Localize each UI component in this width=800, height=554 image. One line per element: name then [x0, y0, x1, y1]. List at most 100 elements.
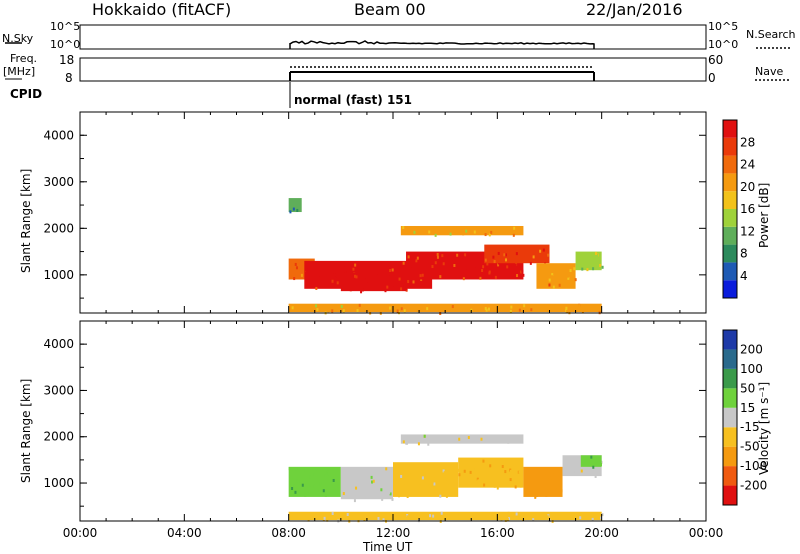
heatmap-speckle [494, 275, 497, 279]
heatmap-speckle [530, 308, 533, 312]
heatmap-speckle [391, 268, 394, 272]
heatmap-speckle [445, 494, 448, 498]
heatmap-speckle [431, 265, 434, 269]
heatmap-speckle [381, 468, 384, 472]
heatmap-speckle [539, 266, 542, 270]
heatmap-speckle [450, 257, 453, 261]
heatmap-speckle [406, 441, 409, 445]
heatmap-speckle [526, 468, 529, 472]
colorbar-swatch [723, 120, 737, 138]
heatmap-speckle [489, 469, 492, 473]
heatmap-speckle [555, 477, 558, 481]
colorbar-swatch [723, 466, 737, 486]
heatmap-speckle [402, 305, 405, 309]
heatmap-speckle [315, 304, 318, 308]
heatmap-speckle [487, 307, 490, 311]
colorbar-swatch [723, 368, 737, 389]
heatmap-speckle [467, 436, 470, 440]
power-panel: 4000 3000 2000 1000 [43, 111, 707, 315]
heatmap-speckle [507, 511, 510, 515]
y-tick-label: 4000 [43, 337, 74, 351]
heatmap-speckle [546, 475, 549, 479]
heatmap-speckle [413, 230, 416, 234]
heatmap-speckle [398, 494, 401, 498]
heatmap-speckle [507, 440, 510, 444]
heatmap-speckle [469, 470, 472, 474]
heatmap-speckle [472, 468, 475, 472]
heatmap-speckle [294, 490, 297, 494]
heatmap-speckle [554, 485, 557, 489]
heatmap-speckle [403, 309, 406, 313]
heatmap-speckle [439, 275, 442, 279]
heatmap-speckle [332, 478, 335, 482]
heatmap-speckle [513, 226, 516, 230]
heatmap-speckle [575, 305, 578, 309]
colorbar-swatch [723, 173, 737, 192]
heatmap-speckle [497, 251, 500, 255]
nave-label: Nave [755, 65, 784, 78]
heatmap-speckle [421, 273, 424, 277]
heatmap-speckle [340, 305, 343, 309]
heatmap-speckle [550, 489, 553, 493]
heatmap-speckle [372, 479, 375, 483]
heatmap-speckle [341, 486, 344, 490]
heatmap-speckle [422, 228, 425, 232]
heatmap-speckle [561, 275, 564, 279]
colorbar-tick-label: 16 [740, 202, 755, 216]
heatmap-speckle [590, 455, 593, 459]
heatmap-speckle [413, 257, 416, 261]
heatmap-speckle [336, 264, 339, 268]
heatmap-speckle [594, 251, 597, 255]
heatmap-speckle [358, 303, 361, 307]
heatmap-speckle [434, 477, 437, 481]
y-tick-label: 3000 [43, 383, 74, 397]
heatmap-speckle [432, 514, 435, 518]
heatmap-speckle [581, 310, 584, 314]
heatmap-speckle [396, 309, 399, 313]
heatmap-speckle [305, 267, 308, 271]
heatmap-speckle [326, 518, 329, 522]
heatmap-speckle [509, 478, 512, 482]
heatmap-speckle [600, 516, 603, 520]
heatmap-speckle [578, 465, 581, 469]
heatmap-speckle [427, 485, 430, 489]
colorbar-tick-label: 4 [740, 269, 748, 283]
heatmap-speckle [391, 283, 394, 287]
colorbar-swatch [723, 262, 737, 281]
heatmap-speckle [453, 473, 456, 477]
heatmap-region [288, 198, 302, 213]
heatmap-speckle [562, 465, 565, 469]
heatmap-speckle [405, 288, 408, 292]
heatmap-speckle [586, 268, 589, 272]
heatmap-speckle [532, 479, 535, 483]
heatmap-speckle [354, 263, 357, 267]
heatmap-speckle [497, 263, 500, 267]
heatmap-speckle [299, 484, 302, 488]
heatmap-speckle [549, 515, 552, 519]
colorbar-tick-label: 28 [740, 135, 755, 149]
heatmap-speckle [417, 478, 420, 482]
heatmap-speckle [484, 258, 487, 262]
colorbar-tick-label: 24 [740, 158, 755, 172]
colorbar-tick-label: -15 [740, 420, 760, 434]
y-tick-label: 4000 [43, 128, 74, 142]
heatmap-speckle [315, 467, 318, 471]
heatmap-speckle [433, 482, 436, 486]
heatmap-speckle [389, 492, 392, 496]
heatmap-speckle [404, 273, 407, 277]
heatmap-speckle [411, 512, 414, 516]
heatmap-speckle [387, 487, 390, 491]
heatmap-speckle [466, 470, 469, 474]
heatmap-speckle [424, 438, 427, 442]
heatmap-speckle [441, 254, 444, 258]
heatmap-speckle [512, 233, 515, 237]
heatmap-speckle [500, 267, 503, 271]
heatmap-speckle [486, 266, 489, 270]
heatmap-speckle [375, 486, 378, 490]
heatmap-speckle [462, 255, 465, 259]
colorbar-frame [722, 329, 738, 506]
heatmap-speckle [473, 230, 476, 234]
y-tick-label: 3000 [43, 175, 74, 189]
y-tick-label: 1000 [43, 476, 74, 490]
heatmap-speckle [460, 252, 463, 256]
